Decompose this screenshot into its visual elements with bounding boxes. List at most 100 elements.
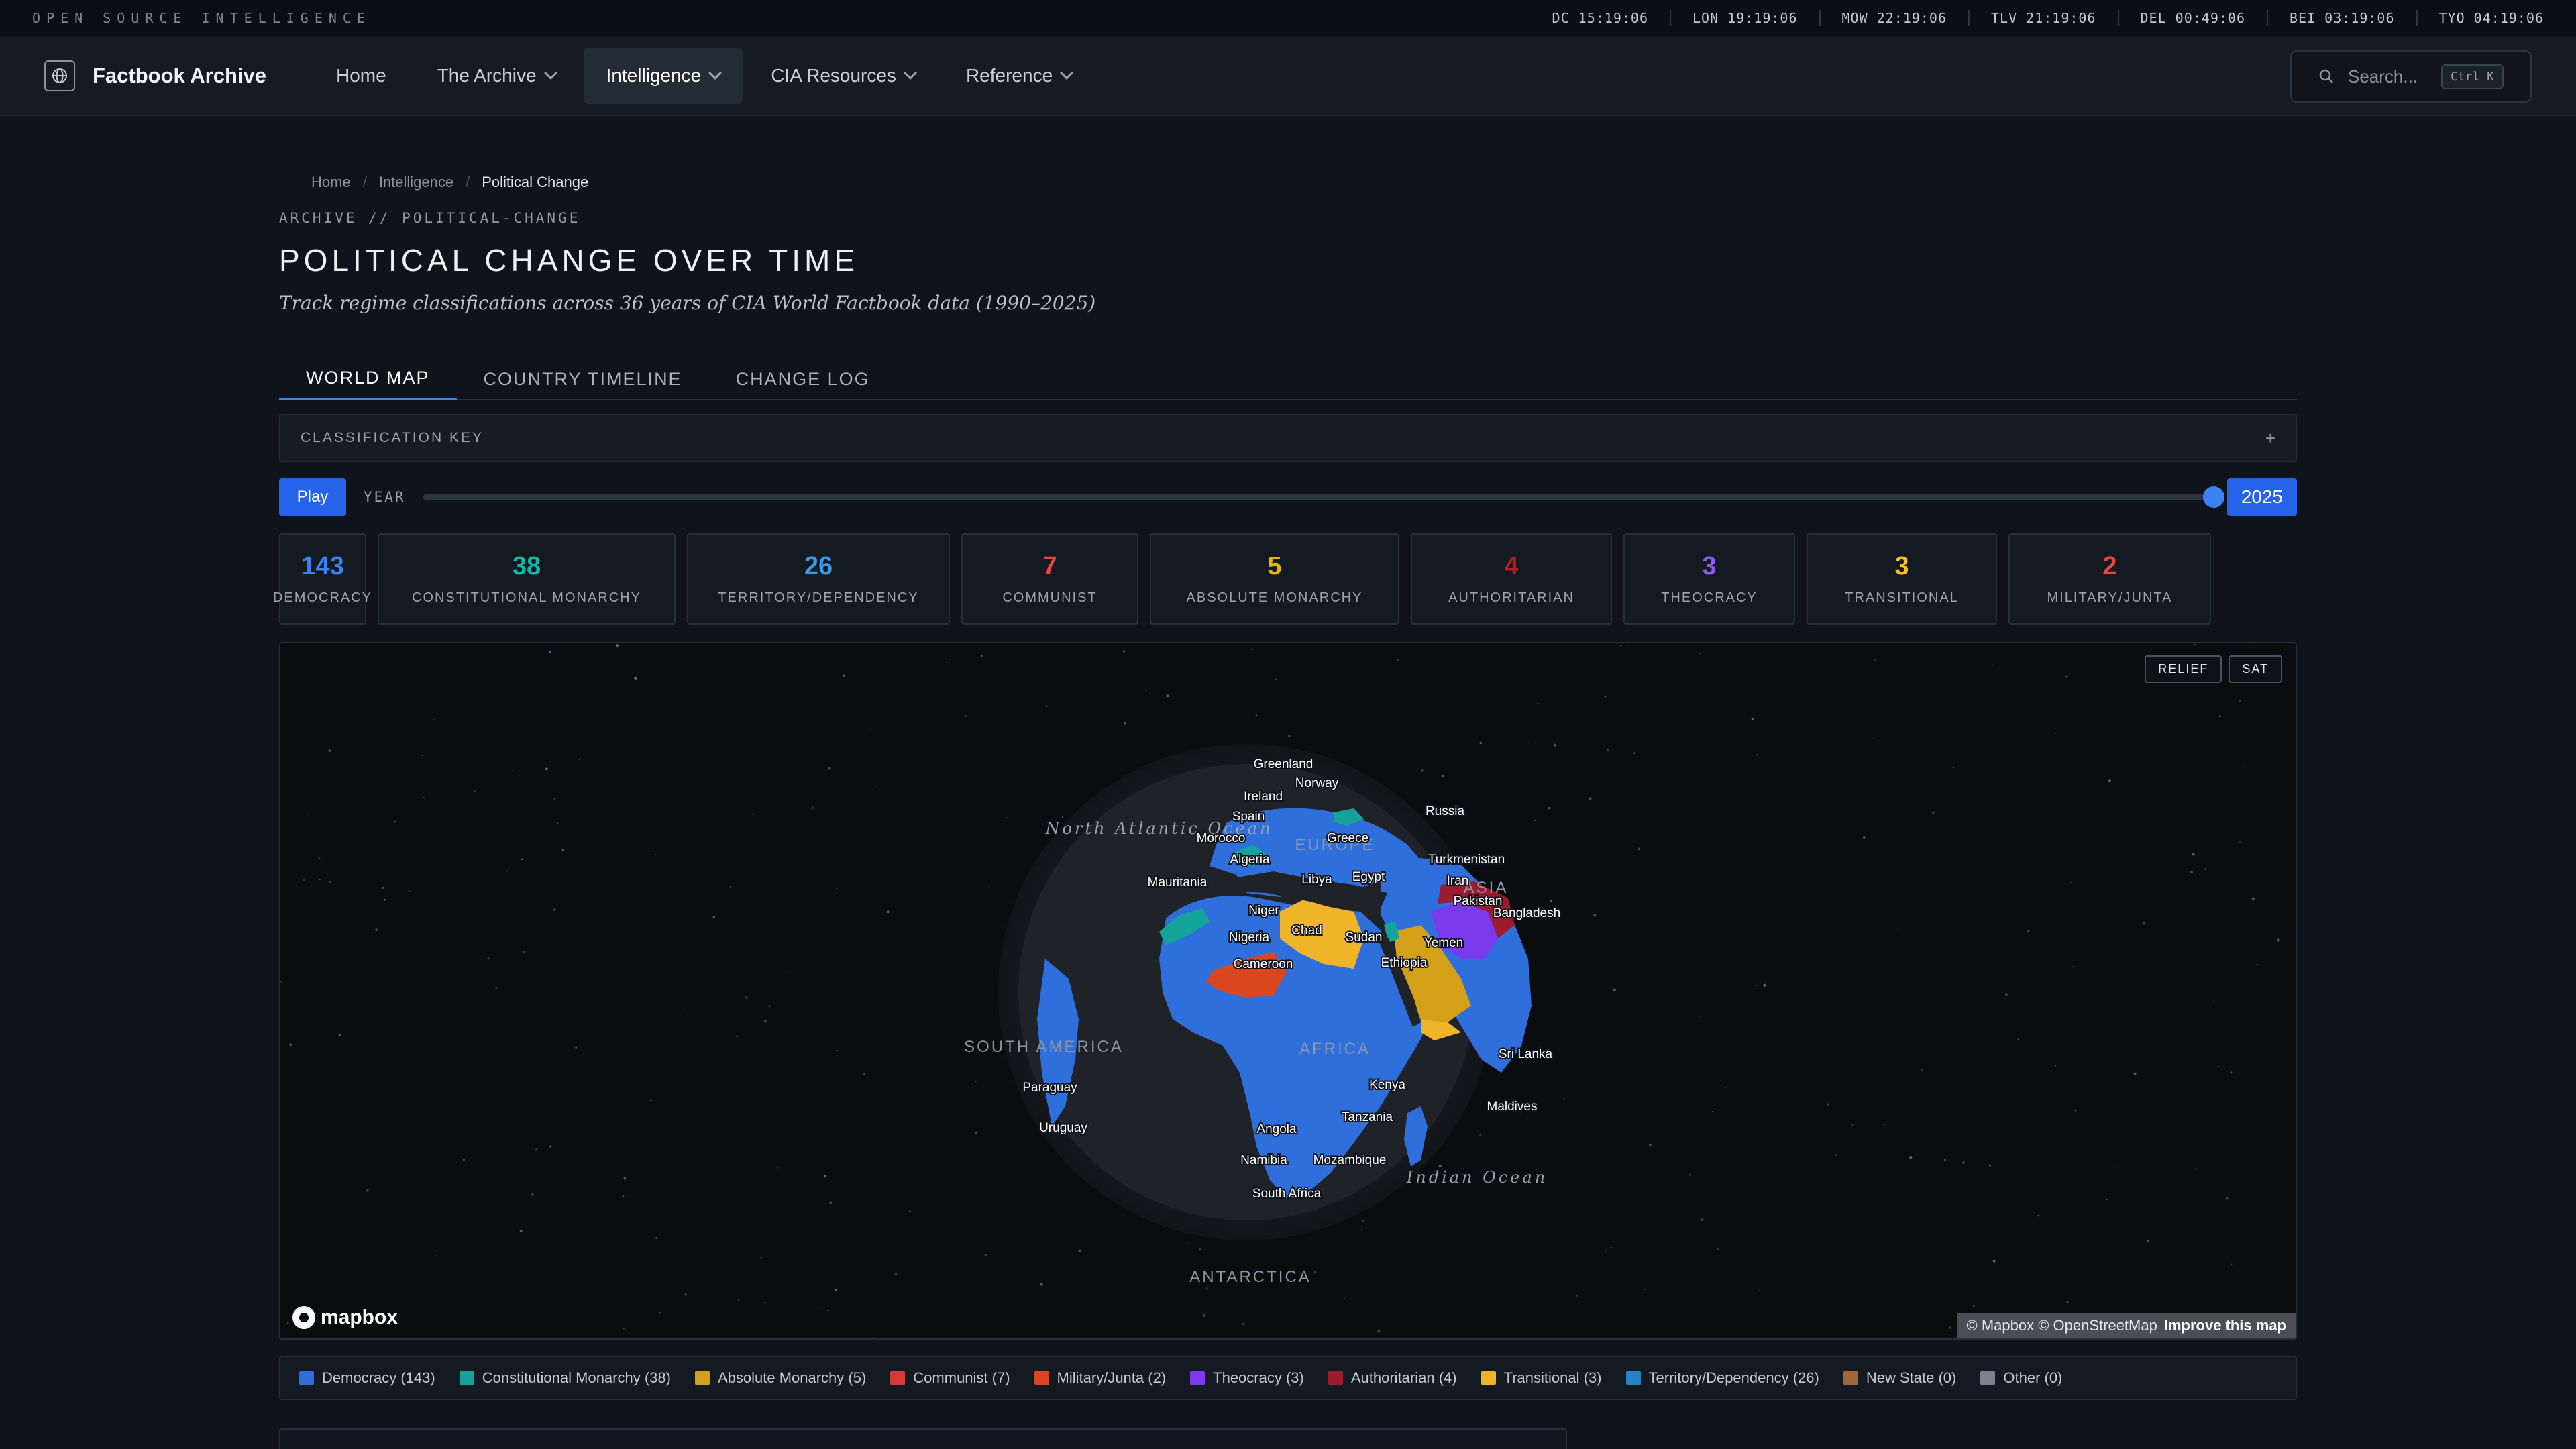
world-clocks: DC 15:19:06 LON 19:19:06 MOW 22:19:06 TL…: [1531, 9, 2544, 26]
star: [1644, 1288, 1646, 1290]
improve-map-link[interactable]: Improve this map: [2163, 1317, 2286, 1334]
star: [764, 1301, 766, 1303]
star: [1589, 797, 1592, 800]
globe-icon: [44, 60, 75, 91]
star: [737, 1299, 740, 1301]
star: [1874, 659, 1877, 661]
mapbox-logo-icon: [292, 1306, 315, 1329]
brand-link[interactable]: Factbook Archive: [44, 60, 266, 91]
star: [2192, 853, 2195, 856]
star: [1397, 659, 1399, 661]
legend-transitional: Transitional (3): [1481, 1369, 1602, 1387]
stat-constitutional-monarchy-value: 38: [512, 552, 541, 580]
star: [894, 1273, 898, 1275]
world-globe-map[interactable]: EUROPE ASIA AFRICA SOUTH AMERICA ANTARCT…: [279, 642, 2297, 1340]
star: [1287, 735, 1291, 738]
relief-button[interactable]: RELIEF: [2145, 655, 2222, 683]
legend-territory-dependency: Territory/Dependency (26): [1625, 1369, 1819, 1387]
star: [777, 1167, 779, 1169]
star: [1186, 1242, 1188, 1245]
star: [1931, 811, 1935, 814]
star: [837, 1049, 838, 1051]
star: [1548, 806, 1551, 810]
star: [519, 774, 521, 776]
star: [561, 849, 564, 851]
country-label: Iran: [1447, 874, 1469, 888]
map-attribution-text[interactable]: © Mapbox © OpenStreetMap: [1966, 1317, 2157, 1334]
satellite-button[interactable]: SAT: [2229, 655, 2282, 683]
search-icon: [2319, 69, 2333, 83]
clock-dc: DC 15:19:06: [1552, 9, 1648, 26]
country-label: Angola: [1256, 1122, 1297, 1136]
play-button[interactable]: Play: [279, 478, 346, 516]
star: [545, 767, 548, 771]
legend-theocracy: Theocracy (3): [1190, 1369, 1304, 1387]
legend-swatch: [299, 1371, 314, 1385]
star: [886, 910, 890, 914]
star: [1610, 1246, 1612, 1248]
country-label: Russia: [1426, 804, 1465, 818]
star: [827, 1309, 829, 1312]
year-slider-thumb[interactable]: [2203, 486, 2224, 508]
clock-tyo: TYO 04:19:06: [2416, 9, 2544, 26]
mapbox-logo[interactable]: mapbox: [292, 1306, 398, 1329]
star: [2070, 881, 2072, 883]
breadcrumb-home[interactable]: Home: [311, 174, 351, 191]
country-label: Egypt: [1352, 870, 1385, 884]
star: [1556, 917, 1559, 920]
star: [2055, 733, 2056, 734]
star: [1909, 1156, 1913, 1159]
legend-new-state: New State (0): [1843, 1369, 1956, 1387]
legend-territory-dependency-label: Territory/Dependency (26): [1648, 1369, 1819, 1386]
nav-intelligence[interactable]: Intelligence: [583, 48, 743, 104]
star: [2143, 922, 2145, 925]
brand-name: Factbook Archive: [93, 64, 266, 87]
star: [1989, 1164, 1991, 1167]
star: [683, 1009, 685, 1011]
star: [1724, 1087, 1726, 1089]
breadcrumb-current: Political Change: [482, 174, 589, 191]
star: [616, 644, 619, 647]
star: [964, 714, 967, 718]
star: [1962, 1161, 1965, 1164]
search-input[interactable]: Search... Ctrl K: [2290, 50, 2532, 103]
stat-territory-dependency-value: 26: [804, 552, 833, 580]
star: [1689, 1173, 1691, 1176]
star: [650, 1099, 652, 1102]
star: [836, 888, 838, 890]
stat-absolute-monarchy-label: ABSOLUTE MONARCHY: [1186, 590, 1363, 605]
star: [2147, 1240, 2150, 1243]
country-label: Ethiopia: [1381, 956, 1428, 970]
star: [623, 1177, 627, 1180]
star: [1633, 752, 1636, 755]
globe-canvas[interactable]: EUROPE ASIA AFRICA SOUTH AMERICA ANTARCT…: [280, 643, 2296, 1338]
star: [366, 1189, 369, 1192]
star: [659, 1312, 661, 1314]
star: [1751, 717, 1754, 720]
label-antarctica: ANTARCTICA: [1189, 1268, 1311, 1286]
classification-key-toggle[interactable]: CLASSIFICATION KEY +: [279, 414, 2297, 462]
star: [2244, 766, 2245, 767]
stat-theocracy-value: 3: [1702, 552, 1717, 580]
nav-the-archive[interactable]: The Archive: [415, 48, 578, 104]
tab-country-timeline[interactable]: COUNTRY TIMELINE: [483, 368, 682, 389]
star: [745, 996, 748, 999]
tab-change-log[interactable]: CHANGE LOG: [735, 368, 870, 389]
nav-cia-resources[interactable]: CIA Resources: [748, 48, 938, 104]
star: [1205, 1287, 1208, 1290]
breadcrumb-intelligence[interactable]: Intelligence: [378, 174, 454, 191]
star: [1607, 749, 1609, 752]
star: [1604, 695, 1607, 698]
year-slider[interactable]: [423, 486, 2224, 508]
star: [1479, 741, 1482, 745]
stat-transitional-label: TRANSITIONAL: [1845, 590, 1959, 605]
region-constitutional-monarchy-spain: [1233, 845, 1267, 866]
star: [768, 1005, 771, 1008]
star: [1763, 983, 1766, 987]
tab-world-map[interactable]: WORLD MAP: [279, 358, 457, 400]
star: [2257, 964, 2258, 965]
nav-home[interactable]: Home: [313, 48, 409, 104]
nav-reference[interactable]: Reference: [943, 48, 1094, 104]
star: [2239, 700, 2242, 702]
star: [548, 651, 551, 653]
